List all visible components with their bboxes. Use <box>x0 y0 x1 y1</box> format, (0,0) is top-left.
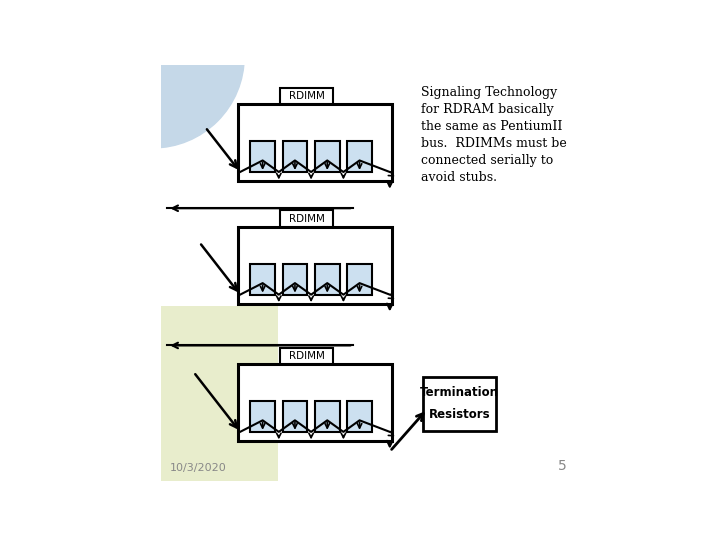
Circle shape <box>61 0 244 148</box>
Text: Signaling Technology
for RDRAM basically
the same as PentiumII
bus.  RDIMMs must: Signaling Technology for RDRAM basically… <box>421 85 567 184</box>
Text: RDIMM: RDIMM <box>289 91 325 101</box>
Bar <box>283 141 307 172</box>
Text: Termination: Termination <box>420 386 499 400</box>
Text: 5: 5 <box>558 459 567 473</box>
FancyBboxPatch shape <box>161 306 277 481</box>
Bar <box>283 401 307 432</box>
Bar <box>251 264 275 295</box>
Text: RDIMM: RDIMM <box>289 351 325 361</box>
Bar <box>423 377 496 431</box>
Bar <box>315 141 340 172</box>
Bar <box>347 401 372 432</box>
Bar <box>279 210 333 227</box>
Text: RDIMM: RDIMM <box>289 214 325 224</box>
Bar <box>347 264 372 295</box>
Bar <box>238 227 392 304</box>
Bar <box>279 87 333 104</box>
Bar <box>347 141 372 172</box>
Bar <box>315 264 340 295</box>
Bar <box>251 141 275 172</box>
Text: Resistors: Resistors <box>428 408 490 421</box>
Text: 10/3/2020: 10/3/2020 <box>169 463 226 473</box>
Bar <box>238 364 392 441</box>
Bar <box>279 348 333 364</box>
Bar <box>251 401 275 432</box>
Bar <box>283 264 307 295</box>
Bar <box>315 401 340 432</box>
Bar <box>238 104 392 181</box>
